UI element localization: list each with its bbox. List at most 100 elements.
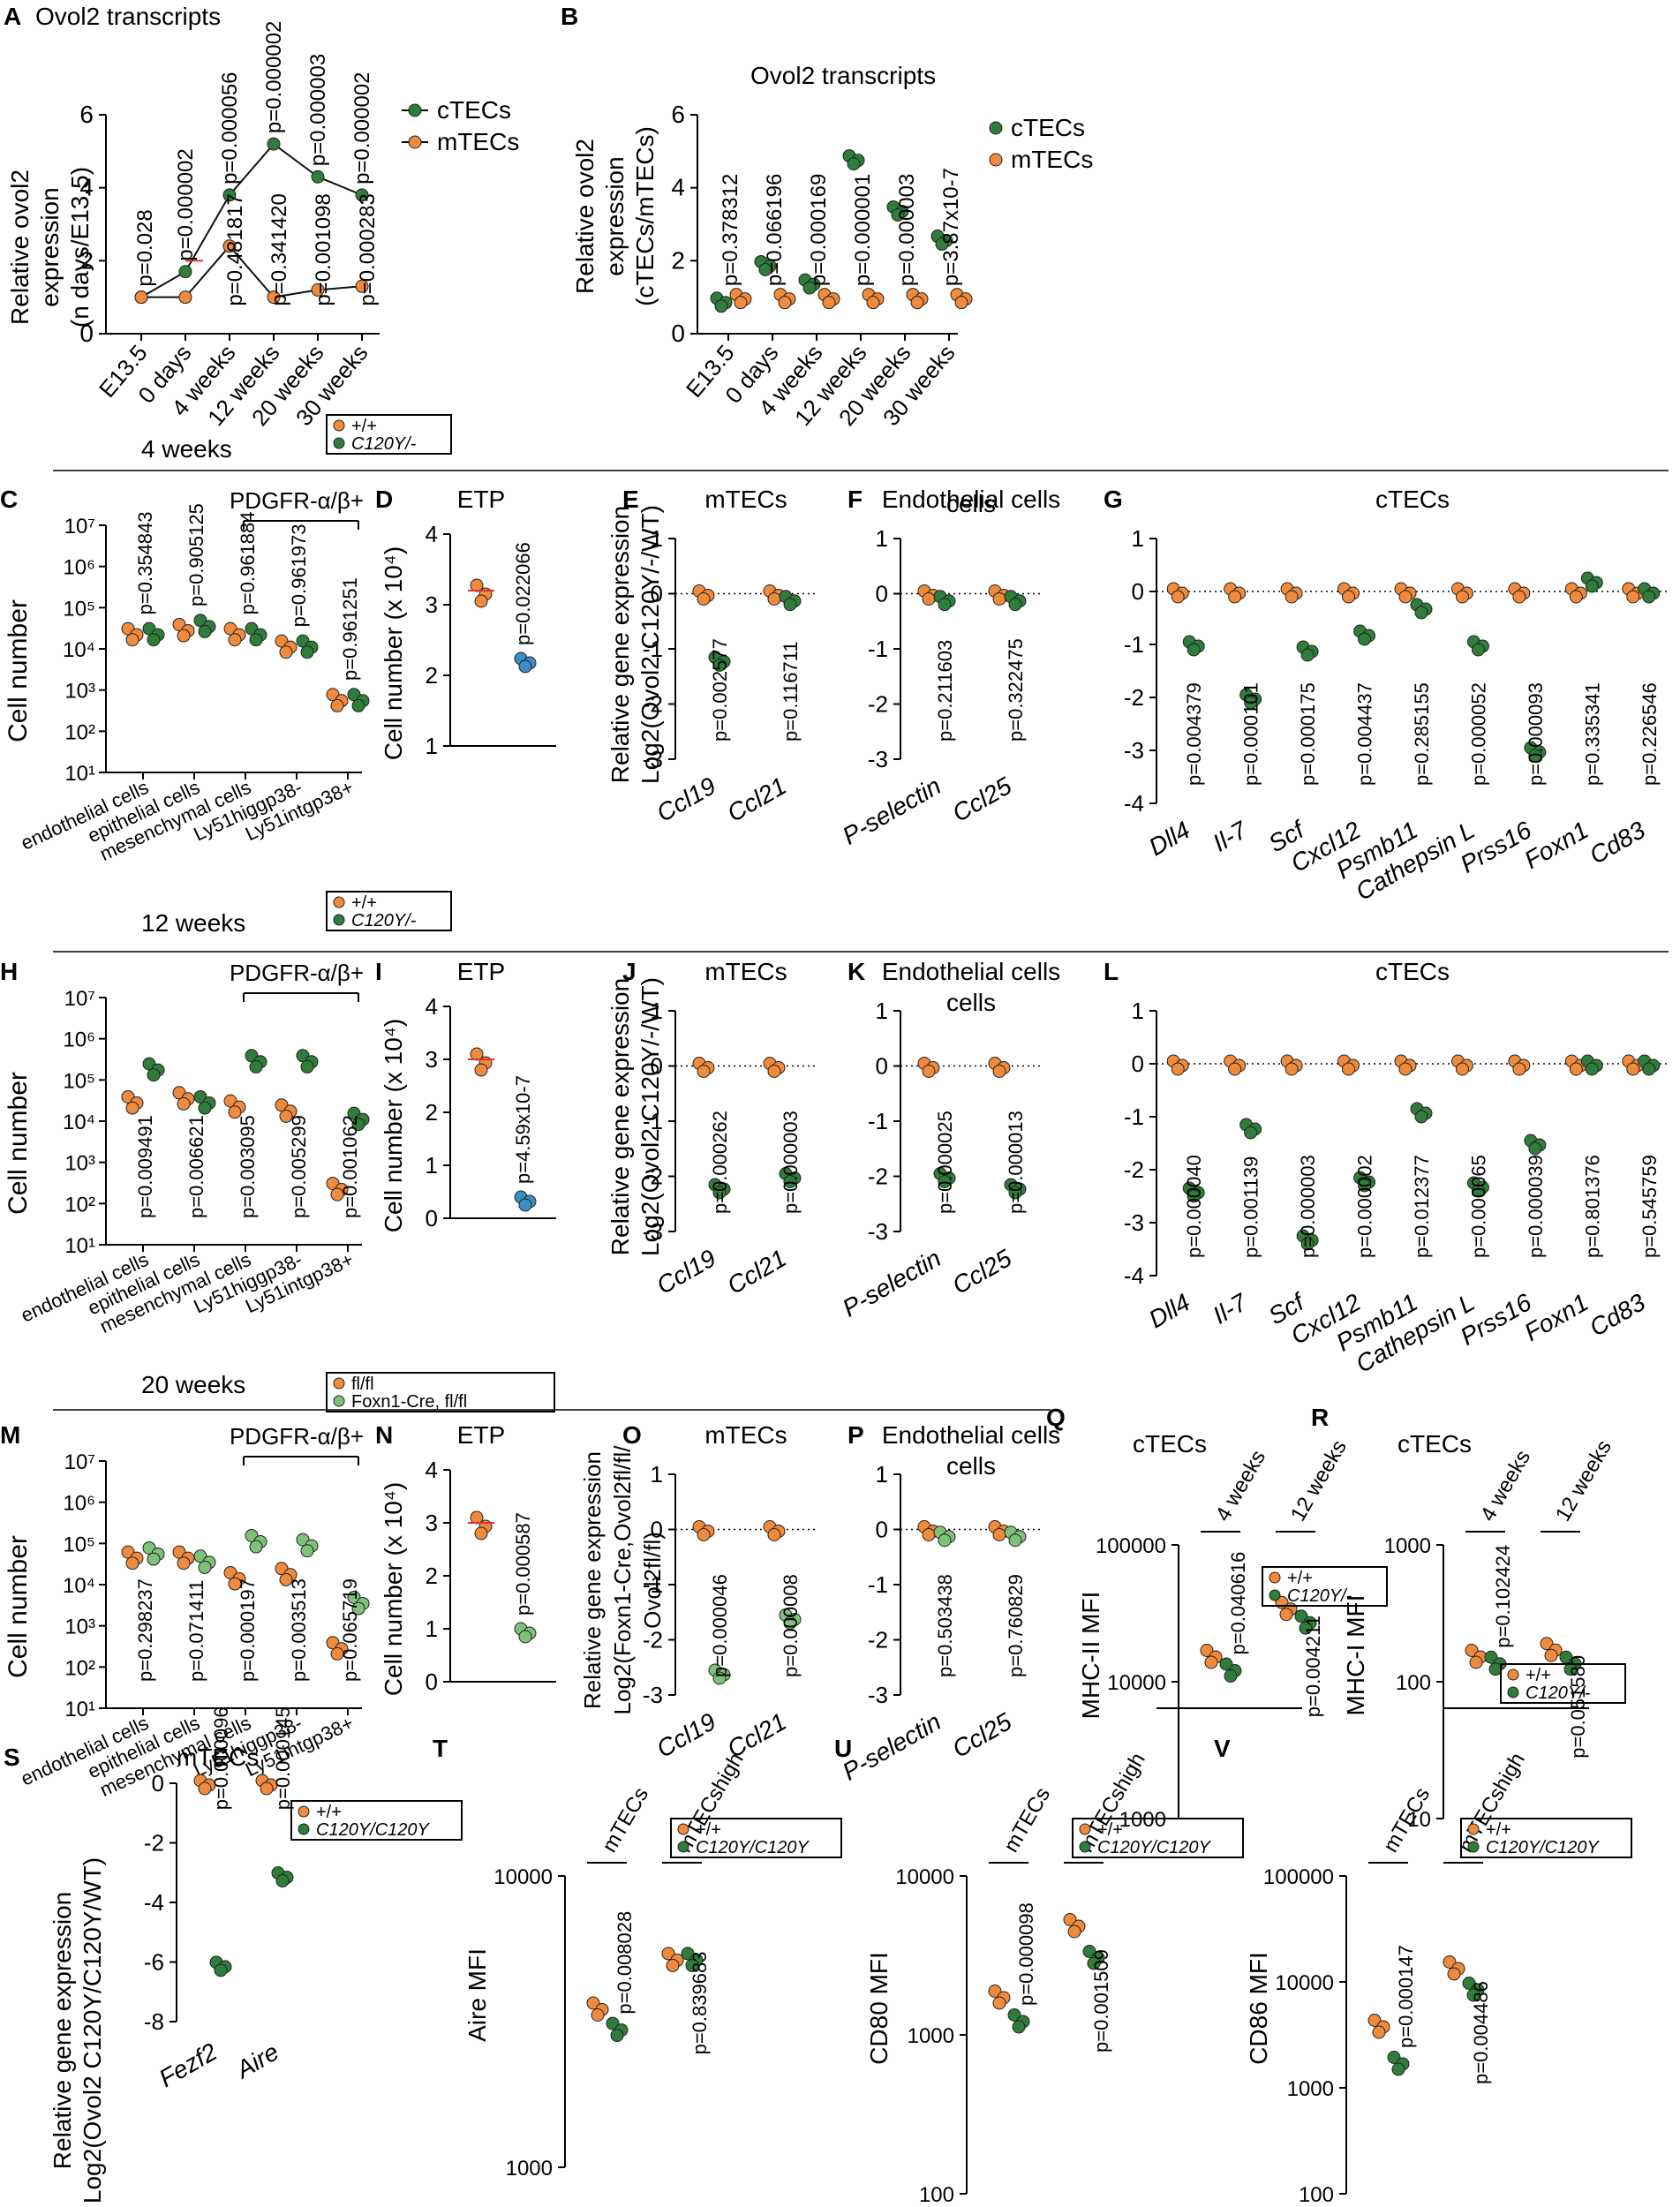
panel-U-mut-1-2 [1087, 1956, 1101, 1970]
panel-C-mut-1-2 [198, 624, 212, 638]
panel-L-title: cTECs [1375, 958, 1450, 985]
panel-G-mut-0-2 [1187, 643, 1201, 657]
panel-J-wt-0-2 [697, 1065, 711, 1078]
panel-M-ytick-label-2: 10⁵ [63, 1533, 95, 1556]
legend-12w-text-1: C120Y/- [351, 911, 417, 930]
panel-A-pvalue-mtec-1: p=0.341420 [267, 193, 291, 305]
panel-E-ytick-label-2: -1 [643, 636, 663, 662]
panel-F-ytick-label-3: -2 [868, 691, 888, 718]
panel-T-mut-1-0 [681, 1947, 695, 1961]
panel-Q-pvalue-0: p=0.040616 [1227, 1552, 1249, 1655]
panel-U-group-label-0: mTECs [999, 1783, 1055, 1857]
panel-A-ylabel-0: Relative ovol2 [6, 169, 34, 325]
panel-I-title: ETP [457, 958, 505, 985]
panel-L-mut-1-2 [1244, 1126, 1258, 1140]
panel-R-wt-0-0 [1465, 1644, 1479, 1657]
legend-U-dot-1 [1079, 1841, 1091, 1853]
panel-G-xlabel-1: Il-7 [1208, 816, 1252, 857]
panel-L-wt-5-2 [1455, 1062, 1469, 1076]
panel-Q-mut-0-0 [1219, 1657, 1233, 1671]
panel-J-ytick-label-3: -2 [643, 1164, 663, 1190]
panel-label-U: U [834, 1735, 852, 1762]
panel-G-mut-3-2 [1358, 632, 1372, 646]
panel-J-ylabel-0: Relative gene expression [606, 978, 634, 1255]
panel-K-ytick-label-3: -2 [868, 1164, 888, 1190]
panel-B-ylabel-0: Relative ovol2 [571, 139, 599, 294]
panel-V-wt-0-2 [1372, 2025, 1386, 2039]
panel-G-ytick-label-0: 1 [1132, 525, 1144, 552]
panel-M-mut-3-2 [300, 1544, 314, 1558]
panel-G-title: cTECs [1375, 486, 1450, 513]
panel-J-mut-0-2 [712, 1186, 727, 1200]
panel-N-pvalue: p=0.000587 [512, 1512, 534, 1616]
panel-C-mut-4-2 [351, 698, 365, 712]
panel-C-pvalue-3: p=0.961973 [288, 524, 310, 627]
panel-P-xlabel-1: Ccl25 [947, 1707, 1016, 1763]
panel-C-ytick-label-0: 10⁷ [64, 515, 95, 539]
panel-O-xlabel-0: Ccl19 [652, 1707, 720, 1763]
panel-L-wt-7-2 [1569, 1062, 1583, 1076]
panel-C-mut-2-2 [249, 633, 263, 647]
legend-R-box [1500, 1663, 1626, 1704]
panel-H-mut-4-2 [351, 1118, 365, 1132]
panel-G-wt-4-2 [1398, 590, 1413, 604]
panel-V-ytick-label-0: 100000 [1263, 1865, 1334, 1889]
panel-label-S: S [4, 1744, 20, 1771]
panel-M-ytick-label-0: 10⁷ [64, 1450, 95, 1474]
panel-A-ytick-label-0: 6 [79, 101, 94, 128]
panel-R-mut-0-0 [1484, 1650, 1498, 1664]
panel-L-ytick-label-3: -2 [1124, 1156, 1144, 1183]
panel-S-mut-0-2 [214, 1963, 228, 1977]
panel-E-wt-1-2 [767, 592, 781, 606]
panel-P-xlabel-0: P-selectin [838, 1707, 945, 1785]
panel-K-ytick-label-2: -1 [868, 1108, 888, 1134]
panel-F-ytick-label-4: -3 [868, 746, 888, 772]
section-label-12w: 12 weeks [141, 909, 245, 937]
panel-T-mut-0-2 [610, 2029, 624, 2043]
panel-M-wt-4-2 [330, 1646, 344, 1661]
panel-O-wt-0-2 [697, 1528, 711, 1541]
panel-M-wt-0-2 [125, 1556, 139, 1571]
panel-L-wt-4-2 [1398, 1062, 1413, 1076]
panel-A-legend-text-0: cTECs [437, 96, 511, 124]
panel-U-ytick-label-2: 100 [919, 2183, 954, 2207]
panel-H-mut-0-2 [147, 1068, 161, 1082]
panel-H-ytick-label-1: 10⁶ [63, 1028, 95, 1052]
panel-R-wt-0-2 [1469, 1655, 1483, 1669]
legend-T-text-1: C120Y/C120Y [696, 1838, 810, 1857]
panel-C-pvalue-0: p=0.354843 [134, 511, 156, 614]
panel-J-ytick-label-0: 1 [651, 998, 663, 1024]
panel-A-pvalue-mtec-3: p=0.000283 [356, 193, 380, 305]
panel-R-pvalue-1: p=0.051580 [1567, 1655, 1589, 1759]
panel-M-pvalue-2: p=0.000197 [237, 1578, 259, 1682]
panel-L-xlabel-8: Cd83 [1585, 1288, 1650, 1342]
legend-T-dot-0 [677, 1823, 689, 1835]
panel-B-legend-text-0: cTECs [1011, 114, 1085, 141]
legend-T-dot-1 [677, 1841, 689, 1853]
panel-R-ytick-label-1: 100 [1396, 1671, 1431, 1695]
legend-Q-box [1262, 1566, 1388, 1607]
panel-R-wt-1-0 [1540, 1637, 1554, 1651]
panel-H-pvalue-0: p=0.009491 [134, 1115, 156, 1218]
panel-M-ytick-label-5: 10² [64, 1656, 95, 1680]
legend-V-text-0: +/+ [1486, 1820, 1511, 1840]
panel-K-pvalue-0: p=0.000025 [934, 1111, 956, 1214]
panel-O-ytick-label-1: 0 [651, 1517, 663, 1543]
panel-S-ytick-label-0: 0 [152, 1770, 164, 1796]
panel-L-wt-3-2 [1342, 1062, 1356, 1076]
panel-G-pvalue-8: p=0.226546 [1639, 682, 1661, 786]
panel-G-ytick-label-3: -2 [1124, 684, 1144, 711]
panel-G-wt-0-2 [1171, 590, 1185, 604]
panel-I-wt-2 [474, 1063, 488, 1077]
legend-U-text-1: C120Y/C120Y [1097, 1838, 1212, 1857]
panel-S-title: mTECs [177, 1744, 259, 1771]
panel-G-mut-1-2 [1244, 696, 1258, 710]
legend-12w-dot-1 [333, 914, 345, 926]
panel-B-ctec-4-2 [891, 207, 905, 222]
panel-H-ytick-label-0: 10⁷ [64, 987, 95, 1011]
panel-P-pvalue-1: p=0.760829 [1005, 1574, 1027, 1677]
panel-label-D: D [375, 486, 393, 513]
panel-label-J: J [622, 958, 637, 985]
panel-label-Q: Q [1046, 1404, 1066, 1431]
panel-C-pvalue-2: p=0.961884 [237, 511, 259, 614]
